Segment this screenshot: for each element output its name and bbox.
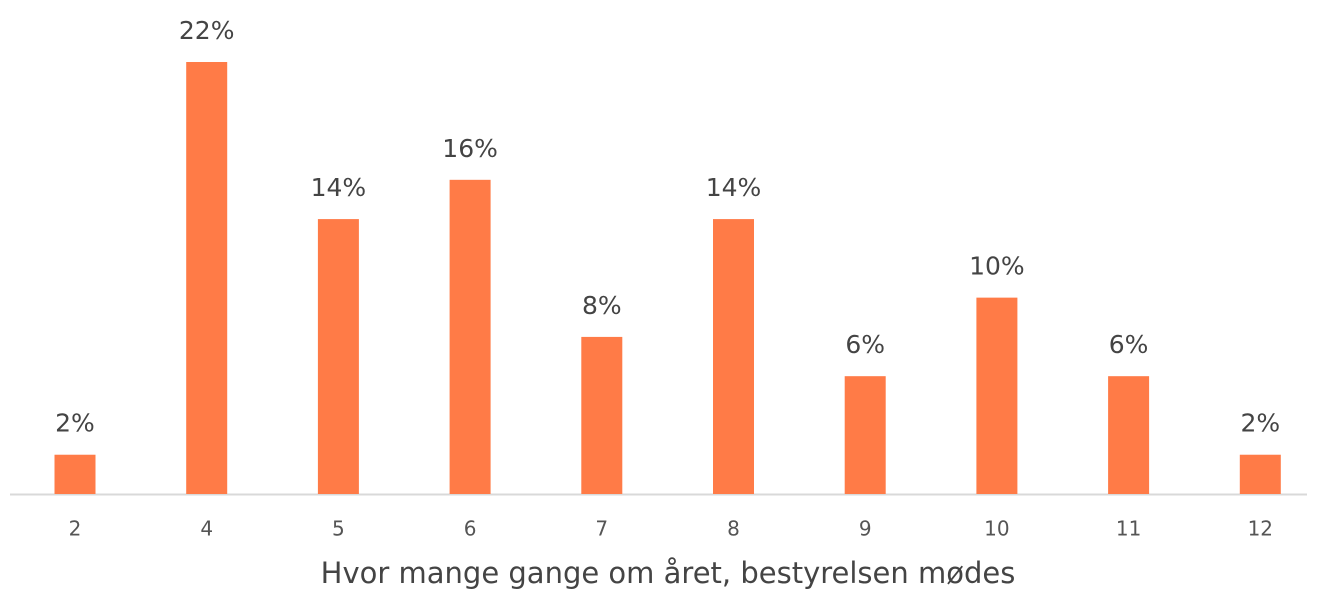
x-tick-label: 5 <box>332 517 345 541</box>
bar <box>1108 376 1150 494</box>
bar <box>317 219 359 494</box>
data-label: 8% <box>582 291 622 320</box>
bar <box>186 62 228 494</box>
x-tick-label: 11 <box>1116 517 1141 541</box>
data-label: 2% <box>55 409 95 438</box>
bar <box>581 336 623 494</box>
data-label: 2% <box>1240 409 1280 438</box>
x-tick-label: 7 <box>595 517 608 541</box>
bar <box>1239 454 1281 494</box>
bar <box>713 219 754 494</box>
x-tick-label: 8 <box>727 517 740 541</box>
bar <box>976 297 1018 494</box>
x-tick-label: 4 <box>200 517 213 541</box>
data-label: 10% <box>969 252 1025 281</box>
data-label: 6% <box>1109 330 1149 359</box>
data-label: 14% <box>706 173 762 202</box>
data-label: 16% <box>442 134 498 163</box>
data-label: 6% <box>845 330 885 359</box>
bar <box>54 454 96 494</box>
x-axis-title: Hvor mange gange om året, bestyrelsen mø… <box>321 556 1016 589</box>
x-tick-label: 6 <box>464 517 477 541</box>
data-label: 14% <box>311 173 367 202</box>
bar <box>449 179 491 494</box>
x-tick-label: 9 <box>859 517 872 541</box>
data-label: 22% <box>179 16 235 45</box>
x-tick-label: 2 <box>69 517 82 541</box>
x-tick-label: 12 <box>1248 517 1273 541</box>
x-tick-label: 10 <box>984 517 1009 541</box>
bar <box>844 376 886 494</box>
